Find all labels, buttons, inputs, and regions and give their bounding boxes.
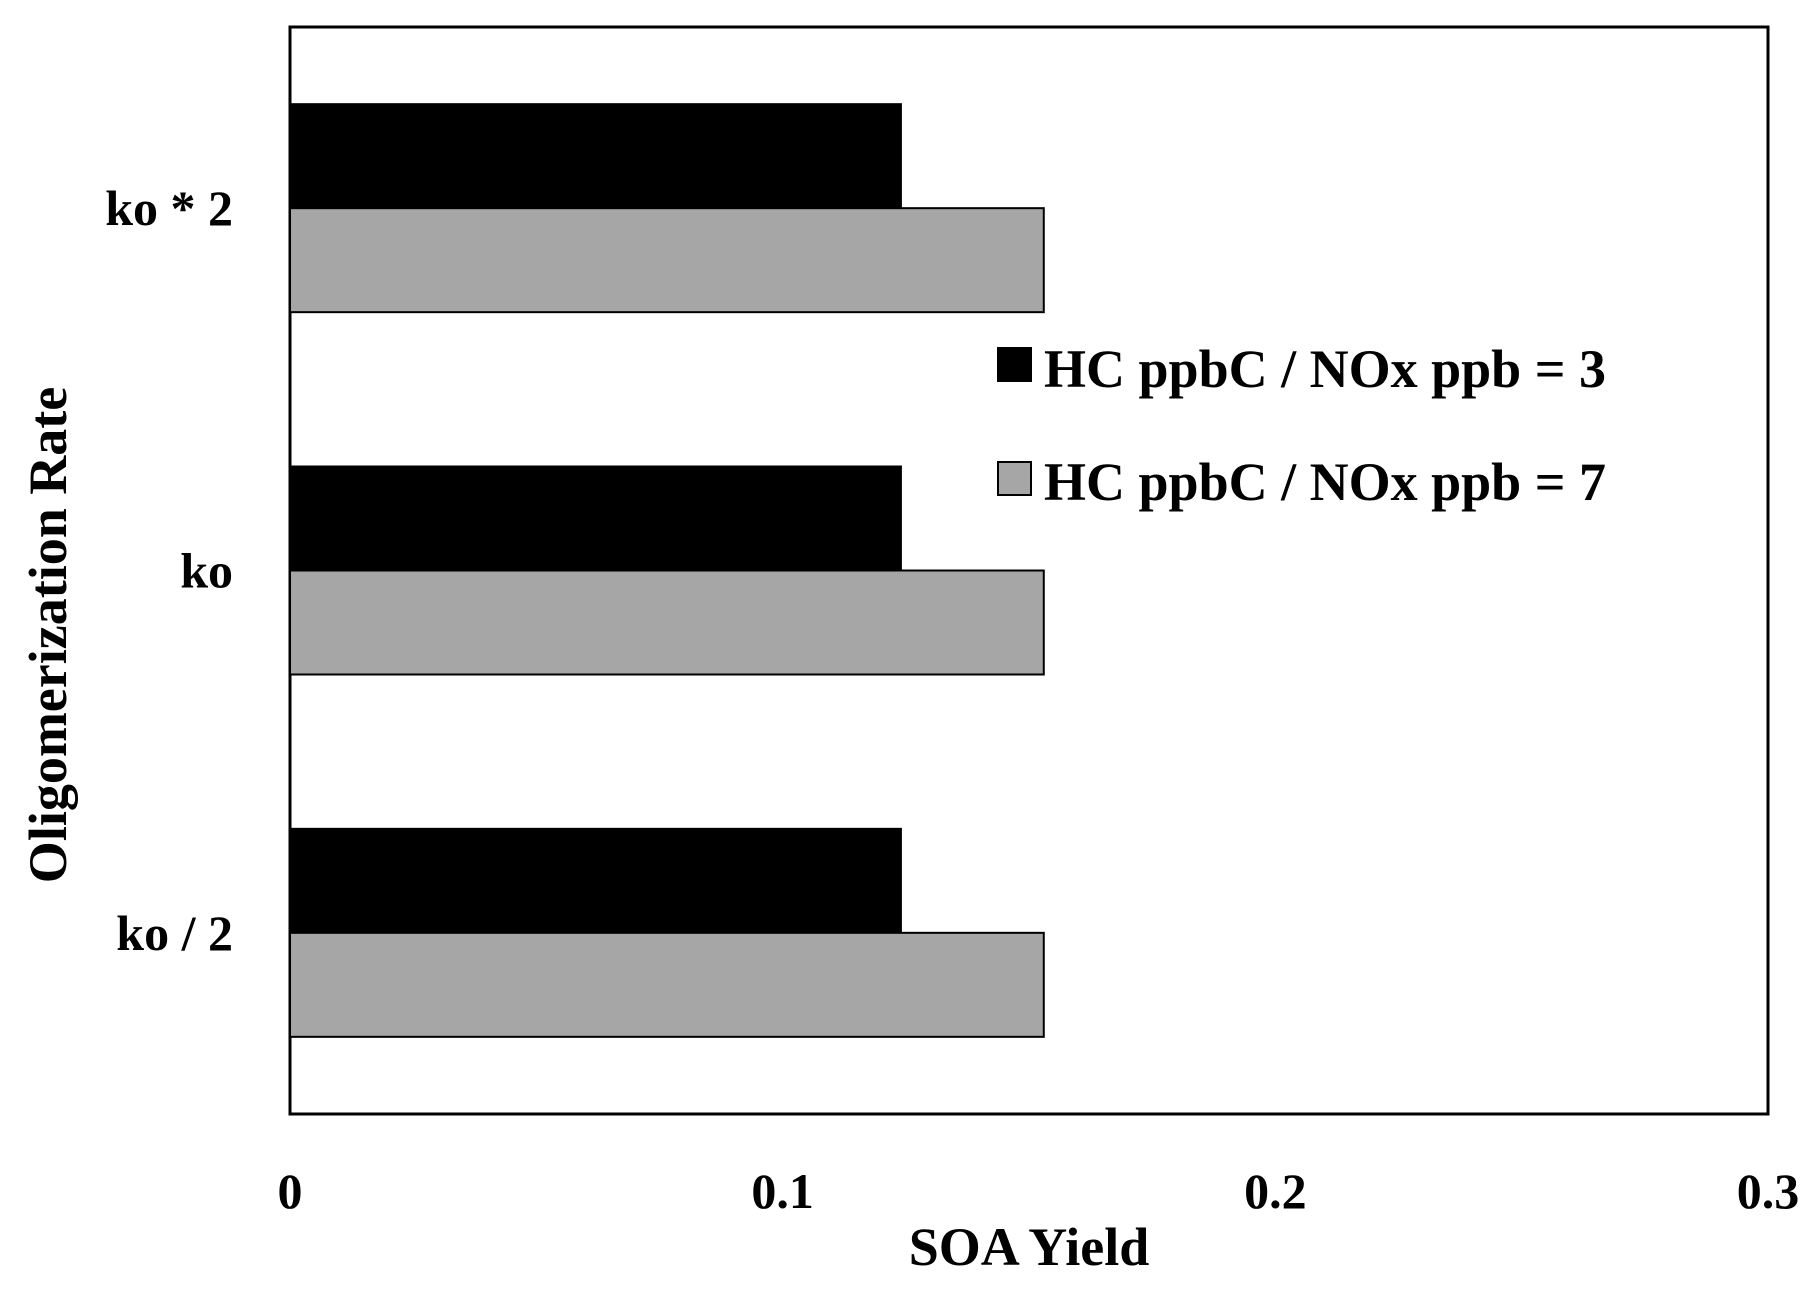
x-tick-label: 0.3 <box>1737 1163 1800 1219</box>
category-labels: ko * 2 ko ko / 2 <box>105 180 233 961</box>
category-label: ko * 2 <box>105 180 233 236</box>
category-label: ko <box>180 543 233 599</box>
legend-swatch-series-1 <box>997 347 1032 382</box>
y-axis-title: Oligomerization Rate <box>18 387 78 883</box>
bar-2-3 <box>289 931 1045 1038</box>
x-axis-title: SOA Yield <box>909 1217 1150 1277</box>
bar-1-2 <box>289 465 902 572</box>
x-tick-label: 0.1 <box>751 1163 814 1219</box>
legend: HC ppbC / NOx ppb = 3 HC ppbC / NOx ppb … <box>997 339 1606 512</box>
bar-1-1 <box>289 103 902 210</box>
x-tick-label: 0 <box>278 1163 303 1219</box>
x-tick-labels: 0 0.1 0.2 0.3 <box>278 1163 1800 1219</box>
bars-layer <box>289 103 1045 1038</box>
bar-2-1 <box>289 207 1045 314</box>
category-label: ko / 2 <box>116 905 233 961</box>
legend-label-series-2: HC ppbC / NOx ppb = 7 <box>1044 452 1606 512</box>
x-tick-label: 0.2 <box>1244 1163 1307 1219</box>
legend-swatch-series-2 <box>997 461 1032 496</box>
bar-1-3 <box>289 827 902 934</box>
legend-label-series-1: HC ppbC / NOx ppb = 3 <box>1044 339 1606 399</box>
bar-2-2 <box>289 569 1045 676</box>
